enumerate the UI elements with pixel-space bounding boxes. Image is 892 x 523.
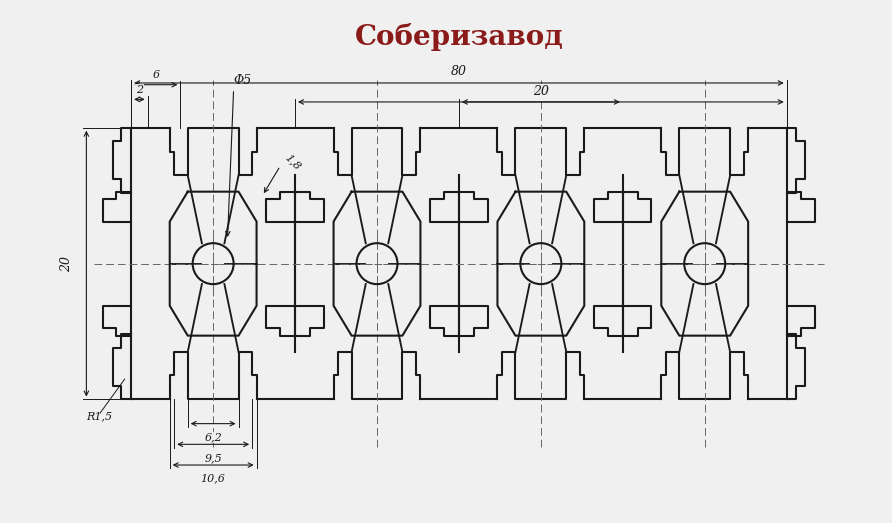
Text: 20: 20 [61,256,73,271]
Text: 20: 20 [533,85,549,98]
Text: Соберизавод: Соберизавод [354,24,564,51]
Text: 60: 60 [533,85,549,98]
Text: 6,2: 6,2 [204,432,222,442]
Text: 2: 2 [136,85,143,95]
Text: 10,6: 10,6 [201,474,226,484]
Text: 1,8: 1,8 [283,152,302,172]
Text: 9,5: 9,5 [204,453,222,463]
Text: R1,5: R1,5 [87,411,112,421]
Text: Φ5: Φ5 [234,74,252,87]
Text: 6: 6 [153,70,160,80]
Text: 80: 80 [451,65,467,78]
